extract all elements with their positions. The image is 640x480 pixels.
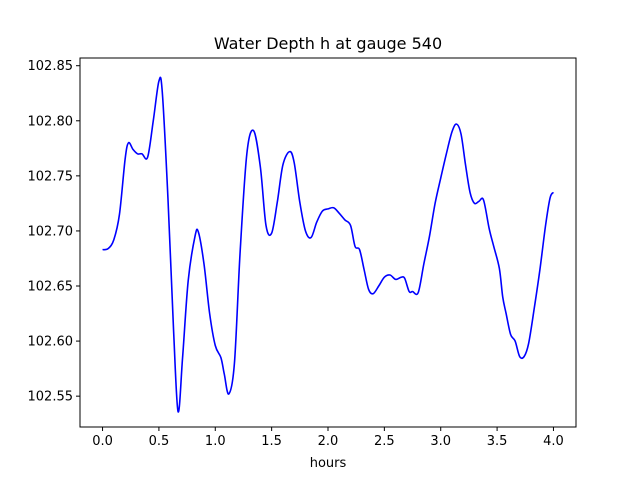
x-tick-label: 1.5 xyxy=(261,434,282,449)
y-tick-label: 102.70 xyxy=(28,224,74,239)
plot-frame xyxy=(79,57,577,428)
x-tick-label: 2.5 xyxy=(374,434,395,449)
x-tick-label: 0.5 xyxy=(149,434,170,449)
y-tick-label: 102.60 xyxy=(28,335,74,350)
y-tick-label: 102.80 xyxy=(28,114,74,129)
y-axis-ticks: 102.55 102.60 102.65 102.70 102.75 102.80 102.… xyxy=(28,59,80,405)
series-line-0 xyxy=(102,76,555,413)
y-tick-label: 102.55 xyxy=(28,390,74,405)
y-tick-label: 102.75 xyxy=(28,169,74,184)
x-tick-label: 4.0 xyxy=(543,434,564,449)
x-tick-label: 2.0 xyxy=(318,434,339,449)
x-tick-label: 0.0 xyxy=(92,434,113,449)
x-tick-label: 3.5 xyxy=(487,434,508,449)
x-axis-ticks: 0.0 0.5 1.0 1.5 2.0 2.5 3.0 3.5 4.0 xyxy=(92,427,564,449)
series-layer xyxy=(102,76,555,413)
y-tick-label: 102.85 xyxy=(28,59,74,74)
y-tick-label: 102.65 xyxy=(28,280,74,295)
x-tick-label: 1.0 xyxy=(205,434,226,449)
x-axis-label: hours xyxy=(310,456,347,471)
x-tick-label: 3.0 xyxy=(430,434,451,449)
chart-title: Water Depth h at gauge 540 xyxy=(214,34,442,53)
